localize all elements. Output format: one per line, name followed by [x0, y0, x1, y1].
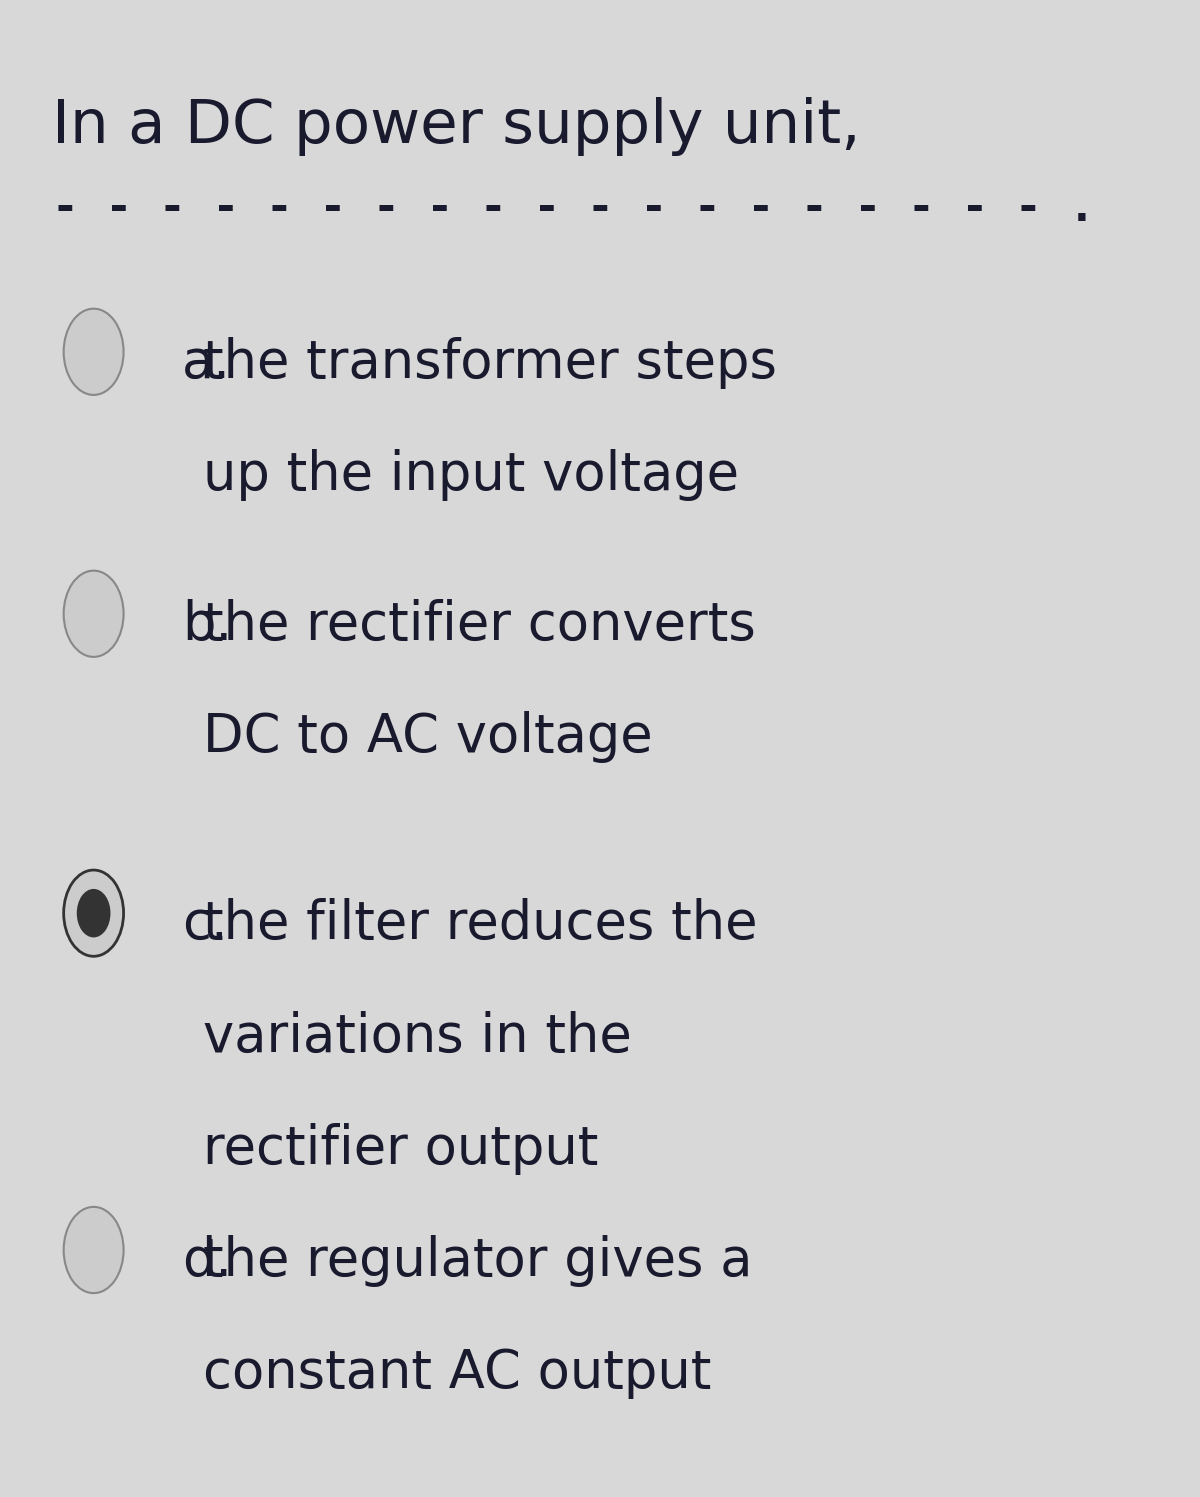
Text: variations in the: variations in the — [203, 1010, 631, 1063]
Circle shape — [64, 570, 124, 657]
Text: DC to AC voltage: DC to AC voltage — [203, 711, 653, 763]
Text: the transformer steps: the transformer steps — [203, 337, 776, 389]
Text: the regulator gives a: the regulator gives a — [203, 1235, 752, 1287]
Text: up the input voltage: up the input voltage — [203, 449, 739, 501]
Text: In a DC power supply unit,: In a DC power supply unit, — [52, 97, 860, 156]
Text: rectifier output: rectifier output — [203, 1123, 599, 1175]
Circle shape — [64, 870, 124, 957]
Text: d.: d. — [182, 1235, 232, 1287]
Text: c.: c. — [182, 898, 228, 951]
Text: the rectifier converts: the rectifier converts — [203, 599, 756, 651]
Text: constant AC output: constant AC output — [203, 1347, 712, 1400]
Circle shape — [64, 1207, 124, 1293]
Text: b.: b. — [182, 599, 233, 651]
Text: the filter reduces the: the filter reduces the — [203, 898, 757, 951]
Text: a.: a. — [182, 337, 232, 389]
Text: - - - - - - - - - - - - - - - - - - - .: - - - - - - - - - - - - - - - - - - - . — [52, 187, 1096, 231]
Circle shape — [77, 889, 110, 937]
Circle shape — [64, 308, 124, 395]
